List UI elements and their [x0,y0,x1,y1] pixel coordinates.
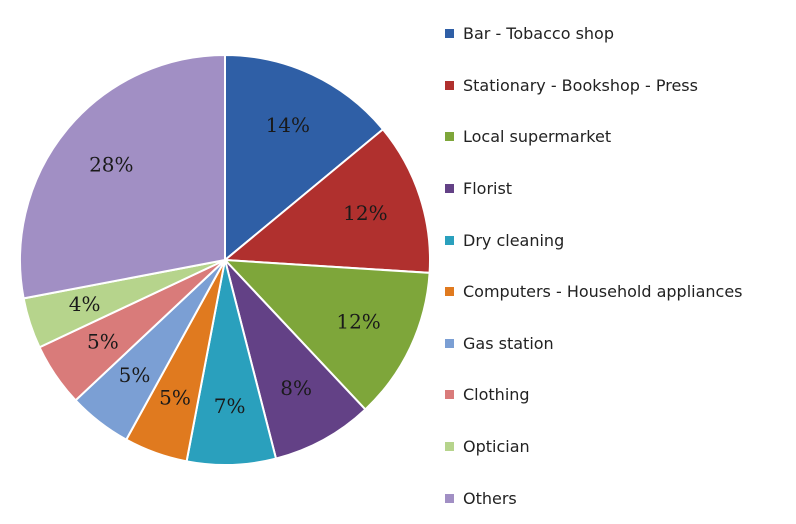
pie-slice [224,53,385,263]
legend-label: Local supermarket [463,127,612,147]
legend-label: Stationary - Bookshop - Press [463,75,698,95]
legend-label: Clothing [463,385,530,405]
pie-slice [222,258,431,411]
legend-swatch [445,132,454,142]
slice-percent-label: 5% [87,330,119,354]
legend-item: Optician [445,421,795,473]
legend-item: Others [445,472,795,524]
pie-slice [222,127,432,274]
legend-swatch [445,493,454,503]
legend-label: Computers - Household appliances [463,282,743,302]
legend-swatch [445,80,454,90]
legend-label: Florist [463,179,513,199]
legend-label: Others [463,488,517,508]
legend-item: Local supermarket [445,111,795,163]
pie-svg: 14%12%12%8%7%5%5%5%4%28% [19,53,432,466]
legend-swatch [445,184,454,194]
pie-slice [19,53,226,300]
slice-percent-label: 5% [159,385,191,409]
legend-item: Stationary - Bookshop - Press [445,60,795,112]
legend-label: Bar - Tobacco shop [463,24,614,44]
legend-swatch [445,287,454,297]
legend-item: Gas station [445,318,795,370]
legend: Bar - Tobacco shop Stationary - Bookshop … [445,8,795,524]
slice-percent-label: 5% [119,363,151,387]
legend-swatch [445,235,454,245]
legend-item: Bar - Tobacco shop [445,8,795,60]
slice-percent-label: 8% [280,376,312,400]
legend-swatch [445,390,454,400]
legend-item: Computers - Household appliances [445,266,795,318]
slice-percent-label: 12% [343,201,387,225]
slice-percent-label: 28% [89,152,133,176]
legend-item: Clothing [445,369,795,421]
legend-item: Dry cleaning [445,214,795,266]
slice-percent-label: 14% [266,113,310,137]
legend-item: Florist [445,163,795,215]
pie-slice [224,259,367,460]
legend-swatch [445,442,454,452]
slice-percent-label: 12% [336,309,380,333]
slice-percent-label: 4% [69,292,101,316]
legend-label: Optician [463,437,530,457]
legend-swatch [445,338,454,348]
legend-label: Dry cleaning [463,230,565,250]
pie-chart: 14% 12% 12% 8% 7% 5% 5% 5% 4% 28% Bar - Tobacco s… [19,24,743,508]
legend-swatch [445,29,454,39]
legend-label: Gas station [463,333,554,353]
slice-percent-label: 7% [214,394,246,418]
